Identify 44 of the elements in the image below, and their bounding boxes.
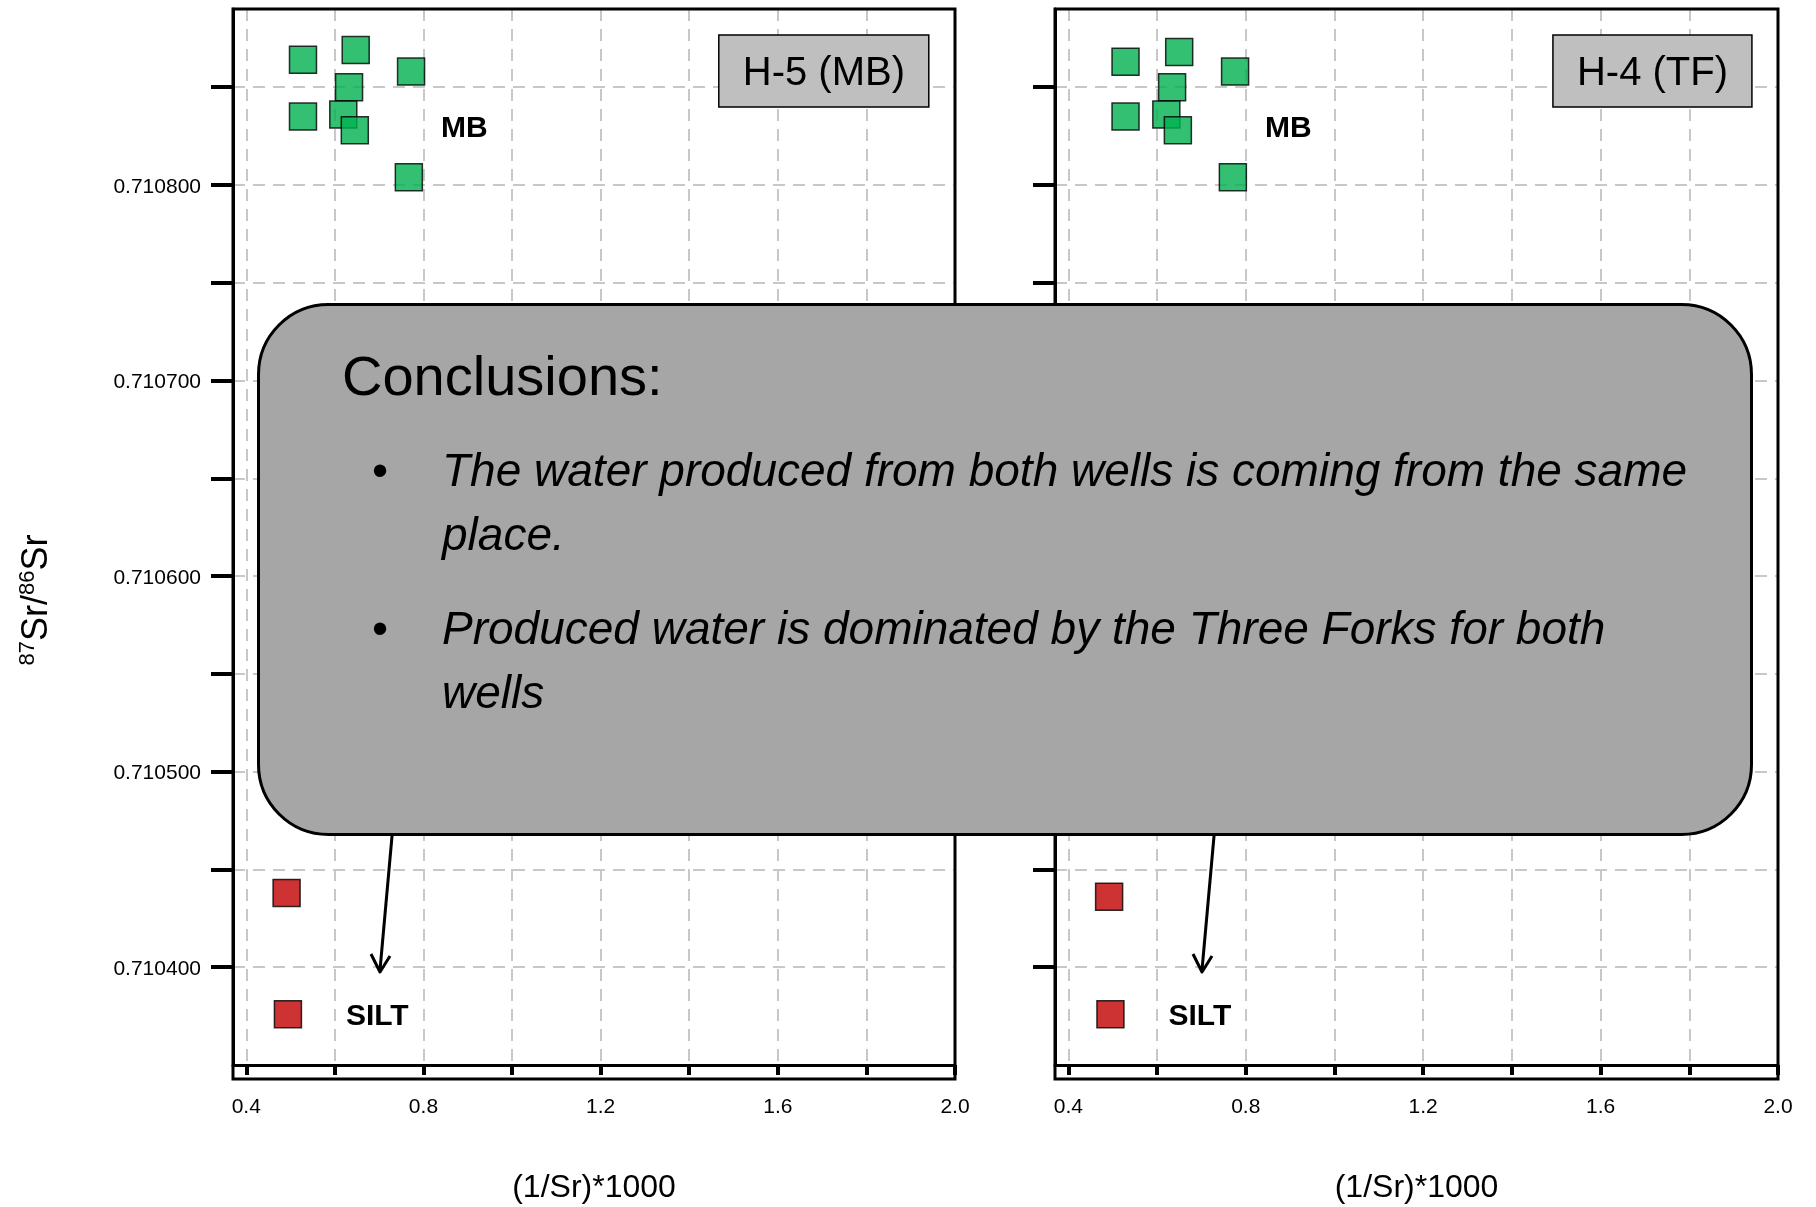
x-tick-label: 0.8 <box>1231 1094 1261 1117</box>
x-tick-label: 1.2 <box>1408 1094 1438 1117</box>
point <box>1094 882 1124 912</box>
x-tick-label: 0.4 <box>1053 1094 1084 1117</box>
point <box>288 45 318 75</box>
text: Conclusions: <box>342 343 664 408</box>
x-tick-label: 0.4 <box>231 1094 262 1117</box>
point <box>1157 72 1187 102</box>
point <box>340 115 370 145</box>
point <box>394 162 424 192</box>
point <box>1111 47 1140 77</box>
x-tick-label: 1.2 <box>586 1094 616 1117</box>
text: H-4 (TF) <box>1576 49 1728 93</box>
annotation: • Produced water is dominated by the Three Forks for both wells <box>372 601 1606 718</box>
point <box>1096 999 1125 1029</box>
point <box>341 35 370 65</box>
annotation: MB <box>1265 110 1312 144</box>
point <box>273 999 303 1029</box>
y-tick-label: 0.710500 <box>113 760 201 784</box>
x-tick-label: 2.0 <box>940 1094 970 1117</box>
x-tick-label: 1.6 <box>763 1094 793 1117</box>
point <box>334 72 364 102</box>
annotation: SILT <box>1168 997 1232 1031</box>
point <box>288 102 318 131</box>
y-tick-label: 0.710400 <box>113 955 201 979</box>
point <box>1163 115 1193 145</box>
point <box>1218 162 1248 192</box>
x-axis-title: (1/Sr)*1000 <box>1334 1168 1499 1204</box>
x-tick-label: 1.6 <box>1585 1094 1616 1117</box>
annotation: MB <box>441 110 488 144</box>
y-tick-label: 0.710800 <box>113 173 201 197</box>
x-tick-label: 2.0 <box>1763 1094 1793 1117</box>
y-tick-label: 0.710700 <box>113 369 201 393</box>
point <box>1164 37 1194 67</box>
y-tick-label: 0.710600 <box>113 564 201 588</box>
point <box>272 878 301 908</box>
annotation: SILT <box>345 997 409 1031</box>
annotation: • The water produced from both wells is coming from the same place. <box>372 443 1688 560</box>
point <box>1220 57 1250 86</box>
point <box>396 57 426 86</box>
x-tick-label: 0.8 <box>408 1094 439 1117</box>
point <box>1111 102 1140 131</box>
x-axis-title: (1/Sr)*1000 <box>512 1168 676 1204</box>
text: H-5 (MB) <box>742 49 906 93</box>
